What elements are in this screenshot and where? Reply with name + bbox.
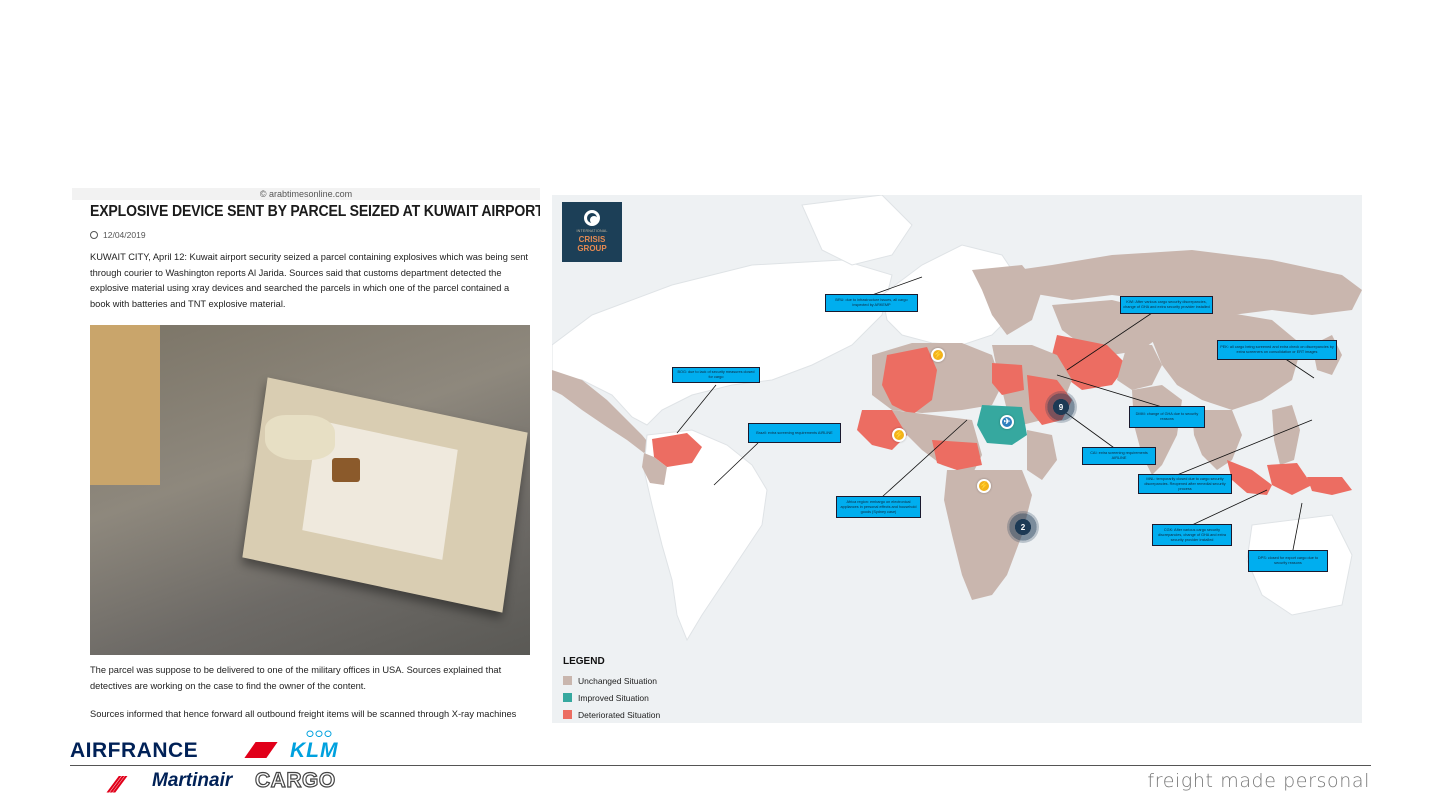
legend-label: Unchanged Situation [578, 675, 657, 686]
africa-south [944, 470, 1032, 600]
indonesia-east [1307, 477, 1352, 495]
article-paragraph-2: The parcel was suppose to be delivered t… [90, 665, 502, 691]
photo-explosive [265, 415, 335, 460]
venezuela [652, 433, 702, 467]
legend-swatch [563, 710, 572, 719]
alert-bolt-icon[interactable]: ⚡ [931, 348, 945, 362]
photo-cardboard [90, 325, 160, 485]
egypt [992, 363, 1024, 395]
car-southsudan [932, 440, 982, 470]
airplane-icon[interactable]: ✈ [1000, 415, 1014, 429]
callout-africa-region: Africa region: embargo on electronical a… [836, 496, 921, 518]
cluster-marker[interactable]: 2 [1007, 511, 1039, 543]
klm-crown-icon: ⵔⵔⵔ [306, 729, 333, 739]
news-article-screenshot: © arabtimesonline.com Explosive device s… [72, 188, 540, 724]
article-date: 12/04/2019 [90, 230, 146, 240]
crisis-group-logo-icon [584, 210, 600, 226]
north-america [552, 259, 893, 426]
legend-title: LEGEND [563, 656, 605, 667]
callout-brazil: Brazil: extra screening requirements AIR… [748, 423, 841, 443]
cargo-logo: CARGO [254, 768, 336, 792]
legend-item-improved: Improved Situation [563, 689, 660, 706]
map-legend: LEGEND Unchanged Situation Improved Situ… [563, 656, 660, 723]
south-america [643, 429, 768, 642]
crisis-group-logo: INTERNATIONAL CRISIS GROUP [562, 202, 622, 262]
crisis-map: INTERNATIONAL CRISIS GROUP ⚡ ⚡ ⚡ ✈ 9 2 B… [552, 195, 1362, 723]
callout-bog: BOG: due to lack of security measures cl… [672, 367, 760, 383]
clock-icon [90, 231, 98, 239]
callout-pek: PEK: all cargo being screened and extra … [1217, 340, 1337, 360]
legend-swatch [563, 693, 572, 702]
colombia [642, 453, 667, 485]
cluster-marker[interactable]: 9 [1045, 391, 1077, 423]
airfrance-slash-icon [244, 742, 278, 758]
indonesia-west [1227, 460, 1272, 495]
legend-item-deteriorated: Deteriorated Situation [563, 706, 660, 723]
callout-mnl: MNL: temporarily closed due to cargo sec… [1138, 474, 1232, 494]
callout-cgk: CGK: After various cargo security discre… [1152, 524, 1232, 546]
article-headline: Explosive device sent by parcel seized a… [90, 203, 540, 220]
greenland [801, 195, 913, 266]
horn-africa [1027, 430, 1057, 480]
alert-bolt-icon[interactable]: ⚡ [892, 428, 906, 442]
airfrance-logo: AIRFRANCE [70, 739, 199, 762]
algeria-mali [882, 347, 937, 415]
brand-logos: AIRFRANCE ⵔⵔⵔ KLM /// Martinair CARGO [70, 728, 370, 808]
martinair-mark-icon: /// [105, 772, 125, 797]
footer-divider [70, 765, 1371, 766]
philippines [1272, 405, 1300, 465]
article-photo [90, 325, 530, 655]
callout-bru: BRU: due to infrastructure issues, all c… [825, 294, 918, 312]
article-date-text: 12/04/2019 [103, 230, 146, 240]
article-paragraph-3: Sources informed that hence forward all … [90, 709, 517, 719]
logo-line-2-text: CRISIS [578, 235, 606, 244]
callout-cai: CAI: extra screening requirements AIRLIN… [1082, 447, 1156, 465]
alert-bolt-icon[interactable]: ⚡ [977, 479, 991, 493]
photo-battery [332, 458, 360, 482]
russia [982, 250, 1362, 315]
legend-label: Deteriorated Situation [578, 709, 661, 720]
callout-dps: DPS: closed for export cargo due to secu… [1248, 550, 1328, 572]
logo-line-3-text: GROUP [577, 244, 607, 253]
legend-item-unchanged: Unchanged Situation [563, 672, 660, 689]
logo-line-1: INTERNATIONAL [576, 229, 608, 233]
callout-dmm: DMM: change of GHA due to security reaso… [1129, 406, 1205, 428]
pakistan [1117, 345, 1162, 390]
logo-line-2: CRISIS GROUP [562, 235, 622, 253]
martinair-logo: Martinair [152, 770, 233, 791]
article-paragraph-1: KUWAIT CITY, April 12: Kuwait airport se… [90, 252, 529, 309]
article-source: © arabtimesonline.com [72, 188, 540, 200]
mexico-central [552, 370, 652, 453]
legend-swatch [563, 676, 572, 685]
klm-logo: KLM [290, 739, 339, 762]
indonesia-central [1267, 463, 1312, 495]
callout-leaders [676, 276, 1315, 556]
legend-label: Improved Situation [578, 692, 649, 703]
callout-kwi: KWI: After various cargo security discre… [1120, 296, 1213, 314]
tagline: freight made personal [1147, 770, 1370, 792]
world-map [552, 195, 1362, 642]
iran-afghanistan [1052, 335, 1127, 390]
